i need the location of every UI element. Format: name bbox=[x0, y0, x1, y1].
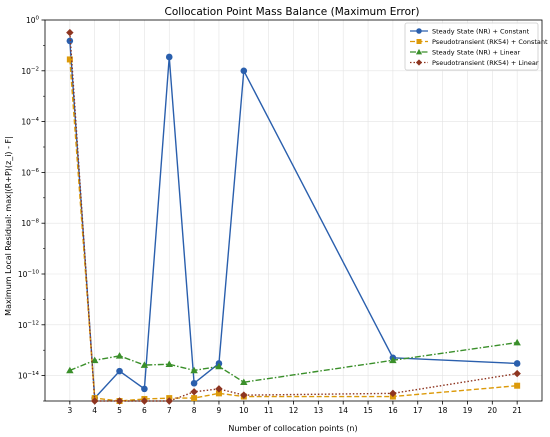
series-line bbox=[69, 40, 518, 399]
legend-entry: Pseudotransient (RK54) + Linear bbox=[410, 59, 539, 67]
data-point bbox=[90, 397, 99, 405]
data-point bbox=[215, 362, 223, 370]
legend-label: Steady State (NR) + Constant bbox=[432, 28, 530, 36]
data-point bbox=[514, 382, 521, 389]
y-tick-label: 10−8 bbox=[21, 219, 39, 229]
data-point bbox=[240, 67, 248, 75]
x-tick-label: 9 bbox=[217, 406, 222, 415]
x-tick-label: 13 bbox=[314, 406, 324, 415]
x-tick-label: 20 bbox=[488, 406, 498, 415]
data-point bbox=[66, 56, 73, 63]
x-tick-label: 8 bbox=[192, 406, 197, 415]
x-tick-label: 12 bbox=[289, 406, 299, 415]
legend-entry: Steady State (NR) + Constant bbox=[410, 28, 530, 36]
data-point bbox=[115, 352, 124, 359]
data-point bbox=[416, 39, 422, 44]
data-point bbox=[415, 59, 423, 66]
y-tick-label: 10−14 bbox=[18, 371, 40, 381]
y-tick-label: 100 bbox=[26, 16, 40, 26]
data-point bbox=[215, 390, 222, 397]
x-tick-label: 14 bbox=[338, 406, 348, 415]
legend-label: Pseudotransient (RK54) + Constant bbox=[432, 38, 548, 46]
data-point bbox=[66, 366, 74, 374]
legend-label: Steady State (NR) + Linear bbox=[432, 49, 521, 57]
y-tick-label: 10−10 bbox=[18, 270, 40, 280]
x-axis: 3 4 5 6 7 8 9 10 11 12 13 14 15 16 17 18 19 20 21 bbox=[67, 401, 522, 415]
data-point bbox=[240, 378, 248, 385]
series-4 bbox=[66, 28, 521, 405]
data-point bbox=[415, 48, 423, 55]
data-point bbox=[190, 388, 198, 396]
y-axis: 100 10−2 10−4 10−6 10−8 10−10 10−12 10−14 bbox=[18, 16, 45, 402]
series-layer bbox=[66, 28, 521, 405]
x-tick-label: 16 bbox=[388, 406, 398, 415]
legend-entries: Steady State (NR) + Constant Pseudotransi… bbox=[410, 28, 548, 67]
y-axis-title: Maximum Local Residual: max|(R+P)(z_i) -… bbox=[4, 136, 13, 316]
x-tick-label: 19 bbox=[463, 406, 473, 415]
data-point bbox=[191, 395, 198, 402]
data-point bbox=[165, 360, 173, 368]
data-point bbox=[240, 391, 248, 399]
x-tick-label: 5 bbox=[117, 406, 122, 415]
x-tick-label: 18 bbox=[438, 406, 448, 415]
x-tick-label: 17 bbox=[413, 406, 423, 415]
data-point bbox=[165, 53, 173, 61]
data-point bbox=[90, 356, 99, 364]
legend-label: Pseudotransient (RK54) + Linear bbox=[432, 59, 539, 67]
y-tick-label: 10−2 bbox=[21, 66, 39, 76]
data-point bbox=[513, 369, 521, 378]
y-tick-label: 10−12 bbox=[18, 320, 39, 330]
legend-box bbox=[404, 22, 539, 71]
data-point bbox=[389, 389, 397, 398]
x-tick-label: 11 bbox=[264, 406, 274, 415]
data-point bbox=[140, 361, 149, 368]
data-point bbox=[416, 28, 422, 34]
x-tick-label: 4 bbox=[92, 406, 97, 415]
data-point bbox=[190, 366, 198, 374]
data-point bbox=[141, 385, 148, 393]
data-point bbox=[165, 397, 173, 405]
series-line bbox=[69, 59, 518, 402]
x-tick-label: 6 bbox=[142, 406, 147, 415]
series-line bbox=[69, 32, 518, 402]
x-axis-title: Number of collocation points (n) bbox=[228, 424, 357, 433]
y-tick-label: 10−4 bbox=[21, 117, 39, 127]
data-point bbox=[140, 397, 149, 405]
data-point bbox=[66, 28, 74, 37]
x-tick-label: 21 bbox=[512, 406, 522, 415]
data-point bbox=[513, 360, 521, 367]
data-point bbox=[116, 367, 123, 375]
x-tick-label: 7 bbox=[167, 406, 172, 415]
x-tick-label: 3 bbox=[67, 406, 72, 415]
data-point bbox=[513, 338, 521, 346]
data-point bbox=[190, 379, 198, 387]
grid bbox=[45, 19, 542, 401]
data-point bbox=[215, 385, 223, 393]
legend-entry: Pseudotransient (RK54) + Constant bbox=[410, 38, 548, 46]
legend-entry: Steady State (NR) + Linear bbox=[410, 49, 521, 57]
x-tick-label: 15 bbox=[363, 406, 373, 415]
data-point bbox=[389, 356, 397, 364]
series-line bbox=[69, 341, 518, 383]
chart-title: Collocation Point Mass Balance (Maximum … bbox=[165, 6, 420, 18]
x-tick-label: 10 bbox=[239, 406, 249, 415]
data-point bbox=[115, 397, 124, 405]
y-tick-label: 10−6 bbox=[21, 168, 39, 178]
legend: Steady State (NR) + Constant Pseudotransi… bbox=[404, 22, 548, 71]
series-3 bbox=[66, 338, 521, 385]
